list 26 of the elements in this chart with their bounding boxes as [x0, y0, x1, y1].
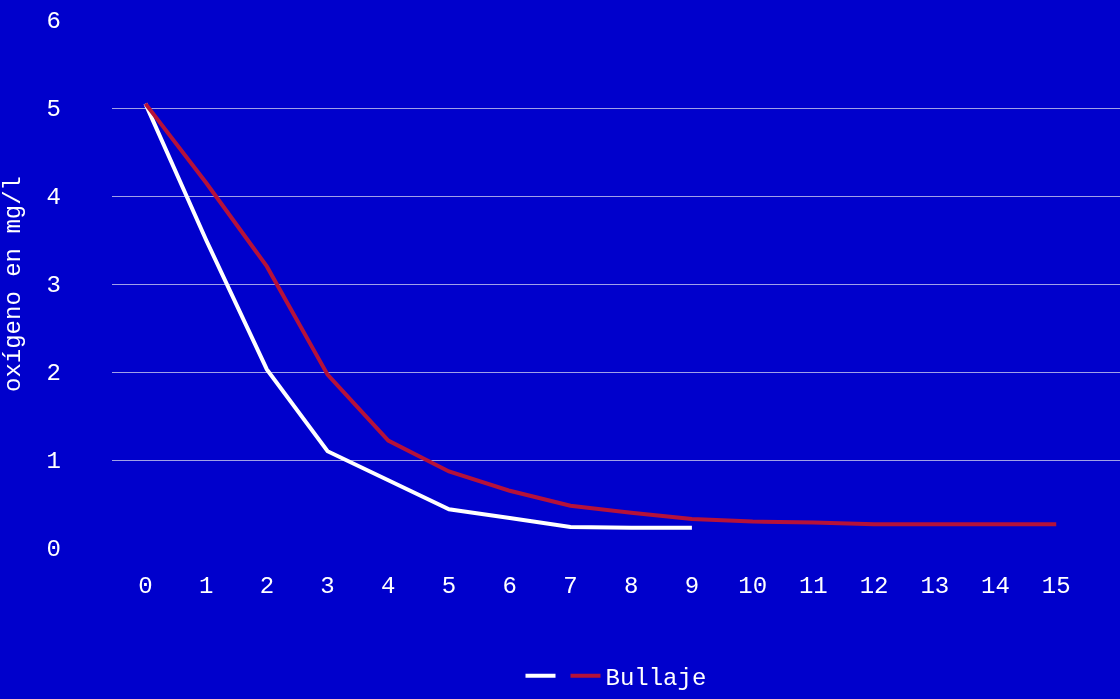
x-tick-label: 9 — [684, 573, 700, 600]
x-tick-label: 7 — [563, 573, 578, 600]
x-tick-label: 12 — [859, 573, 889, 600]
x-tick-label: 6 — [502, 573, 517, 600]
legend-label: Bullaje — [605, 665, 707, 693]
y-tick-label: 6 — [46, 8, 61, 36]
x-tick-label: 14 — [981, 573, 1010, 600]
x-tick-label: 13 — [920, 573, 950, 600]
y-tick-label: 4 — [46, 184, 61, 212]
x-tick-label: 0 — [138, 573, 153, 600]
line-series — [143, 101, 1059, 527]
x-tick-label: 10 — [738, 573, 768, 600]
x-tick-label: 3 — [320, 573, 335, 600]
x-tick-label: 4 — [381, 573, 396, 600]
x-tick-label: 2 — [259, 573, 275, 600]
y-tick-label: 1 — [46, 448, 61, 476]
x-tick-label: 11 — [798, 573, 828, 600]
y-axis-title: oxígeno en mg/l — [0, 175, 27, 393]
y-tick-label: 0 — [46, 536, 61, 564]
x-tick-label: 5 — [441, 573, 457, 600]
y-tick-label: 5 — [46, 96, 61, 124]
x-tick-label: 1 — [198, 573, 214, 600]
y-tick-label: 2 — [46, 360, 61, 388]
x-tick-label: 8 — [623, 573, 639, 600]
x-tick-label: 15 — [1041, 573, 1071, 600]
y-tick-label: 3 — [46, 272, 61, 300]
